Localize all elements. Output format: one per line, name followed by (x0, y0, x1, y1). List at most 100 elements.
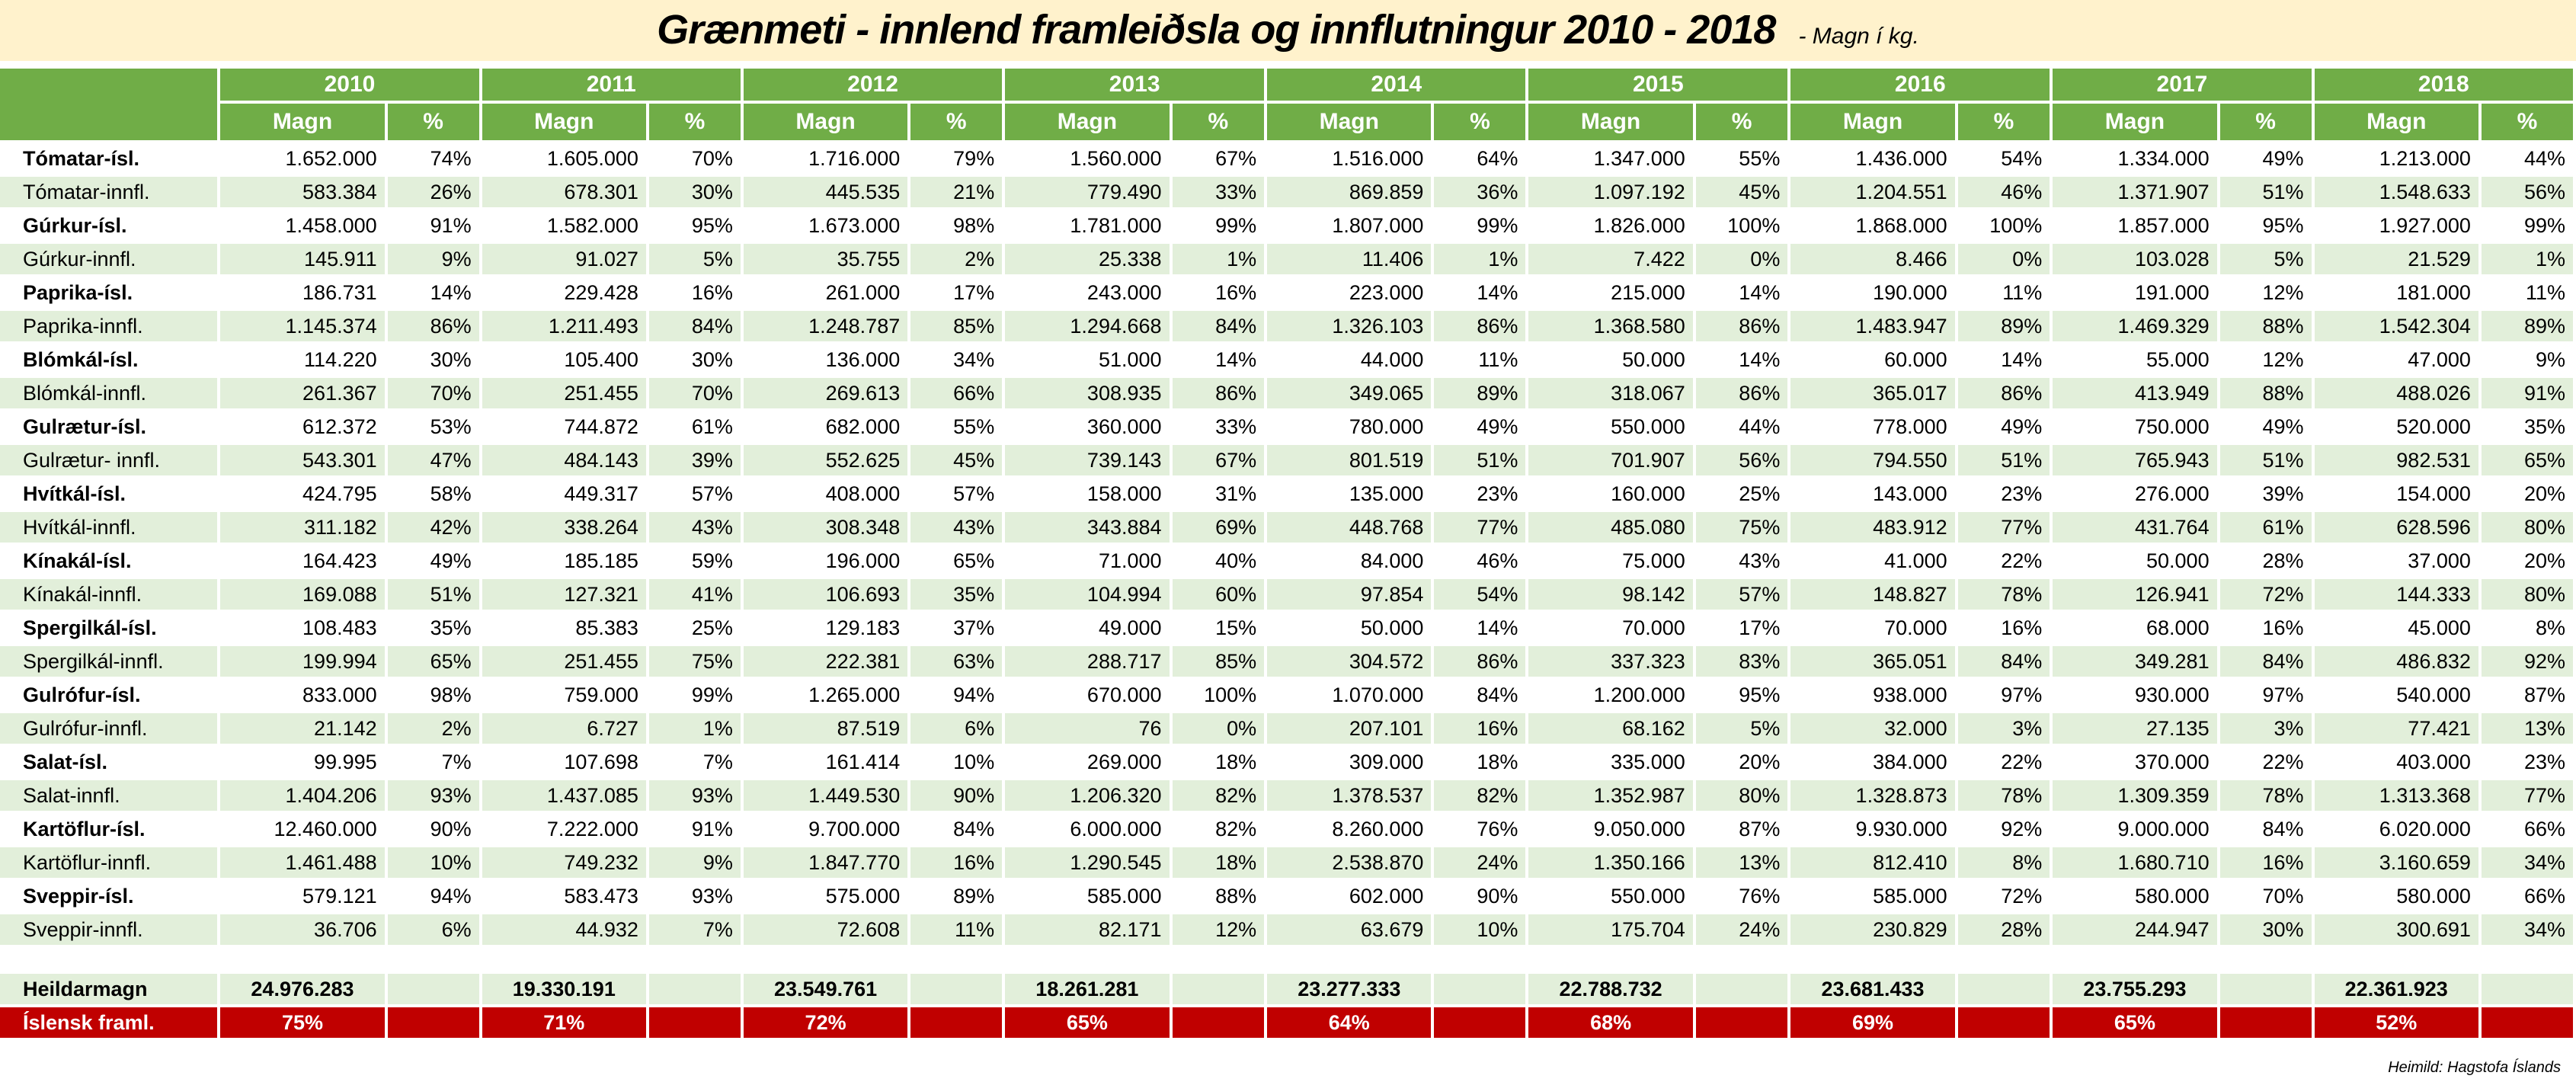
pct-cell: 9% (387, 244, 479, 274)
amount-cell: 9.930.000 (1855, 817, 1947, 840)
pct-cell: 55% (953, 415, 995, 438)
amount-cell: 1.868.000 (1855, 213, 1947, 237)
pct-cell: 44% (2523, 146, 2565, 170)
pct-cell: 6% (387, 914, 479, 945)
pct-cell: 55% (1739, 146, 1781, 170)
amount-cell: 251.455 (482, 378, 646, 408)
pct-cell: 22% (2262, 750, 2304, 773)
pct-cell: 24% (1695, 914, 1788, 945)
pct-cell: 7% (702, 750, 733, 773)
amount-cell: 104.994 (1005, 579, 1170, 610)
pct-cell: 84% (953, 817, 995, 840)
amount-cell: 196.000 (825, 549, 901, 572)
pct-cell: 24% (1434, 847, 1526, 878)
empty-cell (1957, 1007, 2050, 1038)
pct-cell: 78% (1957, 780, 2050, 811)
pct-cell: 86% (1434, 311, 1526, 341)
amount-cell: 778.000 (1873, 415, 1947, 438)
pct-cell: 58% (430, 482, 472, 505)
amount-cell: 87.519 (743, 713, 908, 744)
year-header-row: 2010 2011 2012 2013 2014 2015 2016 2017 2018 (0, 69, 2573, 140)
table-row: Spergilkál-ísl. 108.483 35% 85.383 25% 129.18… (0, 613, 2573, 643)
pct-cell: 14% (1215, 347, 1257, 371)
amount-cell: 164.423 (302, 549, 377, 572)
amount-cell: 1.347.000 (1593, 146, 1685, 170)
pct-cell: 25% (691, 616, 733, 639)
amount-cell: 60.000 (1884, 347, 1947, 371)
amount-cell: 431.764 (2053, 512, 2217, 543)
amount-cell: 127.321 (482, 579, 646, 610)
amount-cell: 190.000 (1873, 280, 1947, 304)
pct-cell: 49% (2262, 415, 2304, 438)
pct-cell: 84% (1477, 683, 1518, 706)
amount-cell: 36.706 (220, 914, 385, 945)
amount-cell: 739.143 (1005, 445, 1170, 475)
amount-cell: 41.000 (1884, 549, 1947, 572)
amount-cell: 72.608 (743, 914, 908, 945)
pct-cell: 12% (2262, 347, 2304, 371)
pct-cell: 51% (2219, 177, 2312, 207)
amount-cell: 276.000 (2134, 482, 2210, 505)
pct-cell: 51% (1957, 445, 2050, 475)
amount-cell: 6.020.000 (2379, 817, 2471, 840)
amount-cell: 1.368.580 (1528, 311, 1693, 341)
amount-cell: 365.017 (1790, 378, 1955, 408)
amount-cell: 759.000 (564, 683, 638, 706)
amount-cell: 9.000.000 (2117, 817, 2210, 840)
pct-cell: 37% (953, 616, 995, 639)
amount-cell: 75.000 (1622, 549, 1685, 572)
pct-cell: 8% (2535, 616, 2565, 639)
empty-cell (1957, 974, 2050, 1004)
amount-cell: 311.182 (220, 512, 385, 543)
pct-cell: 63% (910, 646, 1003, 677)
pct-cell: 89% (1434, 378, 1526, 408)
amount-cell: 701.907 (1528, 445, 1693, 475)
pct-header: % (2481, 104, 2573, 140)
amount-cell: 765.943 (2053, 445, 2217, 475)
amount-cell: 154.000 (2396, 482, 2471, 505)
pct-cell: 93% (387, 780, 479, 811)
amount-cell: 181.000 (2396, 280, 2471, 304)
amount-cell: 1.673.000 (808, 213, 901, 237)
row-label: Gúrkur-innfl. (0, 244, 218, 274)
amount-cell: 1.437.085 (482, 780, 646, 811)
pct-cell: 3% (2219, 713, 2312, 744)
amount-cell: 82.171 (1005, 914, 1170, 945)
pct-cell: 100% (1727, 213, 1781, 237)
amount-cell: 11.406 (1267, 244, 1432, 274)
pct-cell: 95% (1739, 683, 1781, 706)
amount-cell: 261.367 (220, 378, 385, 408)
amount-cell: 1.211.493 (482, 311, 646, 341)
amount-cell: 148.827 (1790, 579, 1955, 610)
row-label: Sveppir-innfl. (0, 914, 218, 945)
pct-cell: 89% (953, 884, 995, 908)
pct-cell: 86% (1695, 311, 1788, 341)
amount-cell: 76 (1005, 713, 1170, 744)
amount-cell: 21.142 (220, 713, 385, 744)
amount-cell: 230.829 (1790, 914, 1955, 945)
row-label: Blómkál-ísl. (23, 347, 139, 371)
pct-cell: 75% (648, 646, 741, 677)
amount-cell: 37.000 (2408, 549, 2471, 572)
pct-cell: 57% (691, 482, 733, 505)
pct-cell: 13% (2481, 713, 2573, 744)
year-header: 2012 (743, 69, 1003, 101)
pct-cell: 39% (2262, 482, 2304, 505)
amount-cell: 1.483.947 (1790, 311, 1955, 341)
pct-cell: 23% (1477, 482, 1518, 505)
amount-cell: 488.026 (2314, 378, 2478, 408)
pct-cell: 90% (430, 817, 472, 840)
table-row: Gulrætur- innfl. 543.301 47% 484.143 39% 552.… (0, 445, 2573, 475)
amount-cell: 448.768 (1267, 512, 1432, 543)
year-header: 2017 (2053, 69, 2312, 101)
amount-cell: 269.000 (1086, 750, 1162, 773)
row-label: Spergilkál-innfl. (0, 646, 218, 677)
pct-cell: 12% (1172, 914, 1265, 945)
total-cell: 23.549.761 (743, 974, 908, 1004)
amount-cell: 580.000 (2134, 884, 2210, 908)
amount-cell: 794.550 (1790, 445, 1955, 475)
total-cell: 18.261.281 (1005, 974, 1170, 1004)
amount-cell: 186.731 (302, 280, 377, 304)
pct-cell: 90% (1477, 884, 1518, 908)
pct-cell: 100% (1204, 683, 1257, 706)
